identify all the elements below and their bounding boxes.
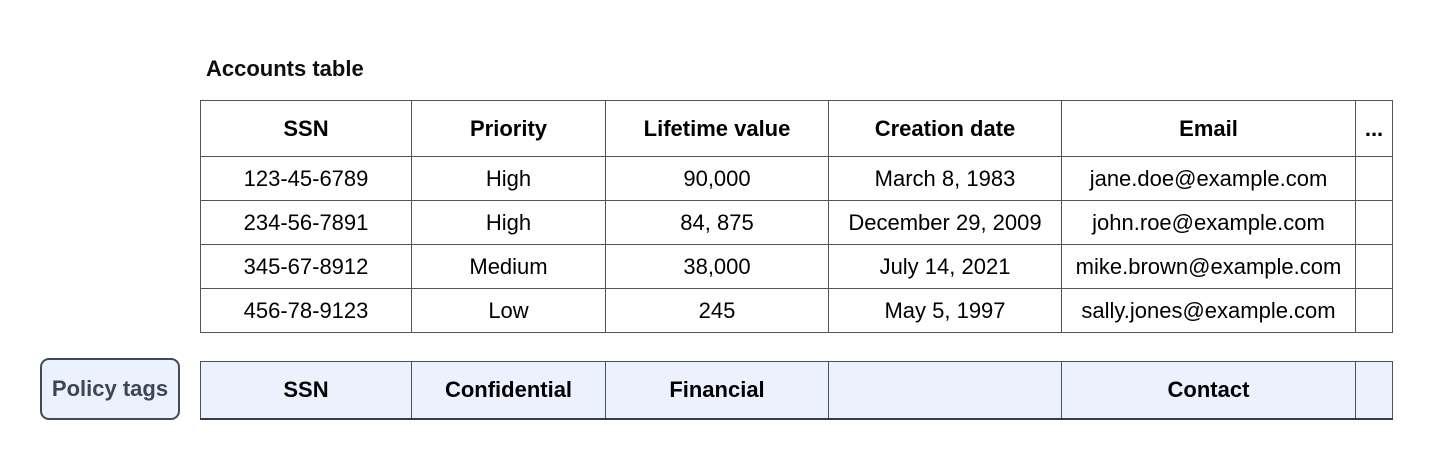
- cell-ssn: 456-78-9123: [200, 288, 412, 333]
- cell-priority: Medium: [411, 244, 606, 289]
- cell-email: jane.doe@example.com: [1061, 156, 1356, 201]
- cell-lifetime-value: 38,000: [605, 244, 829, 289]
- table-title: Accounts table: [206, 56, 364, 81]
- policy-tag-contact: Contact: [1061, 361, 1356, 420]
- col-header-ssn: SSN: [200, 100, 412, 157]
- policy-tags-button[interactable]: Policy tags: [40, 358, 180, 420]
- cell-more: [1355, 288, 1393, 333]
- cell-creation-date: December 29, 2009: [828, 200, 1062, 245]
- policy-tags-row: SSN Confidential Financial Contact: [200, 361, 1393, 420]
- cell-creation-date: July 14, 2021: [828, 244, 1062, 289]
- cell-priority: High: [411, 156, 606, 201]
- cell-more: [1355, 244, 1393, 289]
- cell-email: mike.brown@example.com: [1061, 244, 1356, 289]
- policy-tag-cells: SSN Confidential Financial Contact: [200, 361, 1393, 420]
- policy-tag-financial: Financial: [605, 361, 829, 420]
- accounts-table: SSN Priority Lifetime value Creation dat…: [200, 100, 1393, 333]
- cell-lifetime-value: 245: [605, 288, 829, 333]
- cell-more: [1355, 156, 1393, 201]
- cell-ssn: 123-45-6789: [200, 156, 412, 201]
- col-header-priority: Priority: [411, 100, 606, 157]
- col-header-lifetime-value: Lifetime value: [605, 100, 829, 157]
- cell-ssn: 234-56-7891: [200, 200, 412, 245]
- cell-ssn: 345-67-8912: [200, 244, 412, 289]
- cell-email: sally.jones@example.com: [1061, 288, 1356, 333]
- col-header-creation-date: Creation date: [828, 100, 1062, 157]
- cell-priority: High: [411, 200, 606, 245]
- cell-more: [1355, 200, 1393, 245]
- table-row: 123-45-6789 High 90,000 March 8, 1983 ja…: [200, 156, 1393, 201]
- policy-tag-empty-creation-date: [828, 361, 1062, 420]
- policy-tag-ssn: SSN: [200, 361, 412, 420]
- cell-email: john.roe@example.com: [1061, 200, 1356, 245]
- cell-lifetime-value: 84, 875: [605, 200, 829, 245]
- cell-lifetime-value: 90,000: [605, 156, 829, 201]
- table-row: 456-78-9123 Low 245 May 5, 1997 sally.jo…: [200, 288, 1393, 333]
- cell-creation-date: May 5, 1997: [828, 288, 1062, 333]
- table-row: 234-56-7891 High 84, 875 December 29, 20…: [200, 200, 1393, 245]
- col-header-email: Email: [1061, 100, 1356, 157]
- table-row: 345-67-8912 Medium 38,000 July 14, 2021 …: [200, 244, 1393, 289]
- cell-creation-date: March 8, 1983: [828, 156, 1062, 201]
- cell-priority: Low: [411, 288, 606, 333]
- col-header-more-icon: ...: [1355, 100, 1393, 157]
- policy-tag-confidential: Confidential: [411, 361, 606, 420]
- header-row: SSN Priority Lifetime value Creation dat…: [200, 100, 1393, 157]
- policy-tag-empty-more: [1355, 361, 1393, 420]
- policy-tags-button-label: Policy tags: [51, 376, 169, 401]
